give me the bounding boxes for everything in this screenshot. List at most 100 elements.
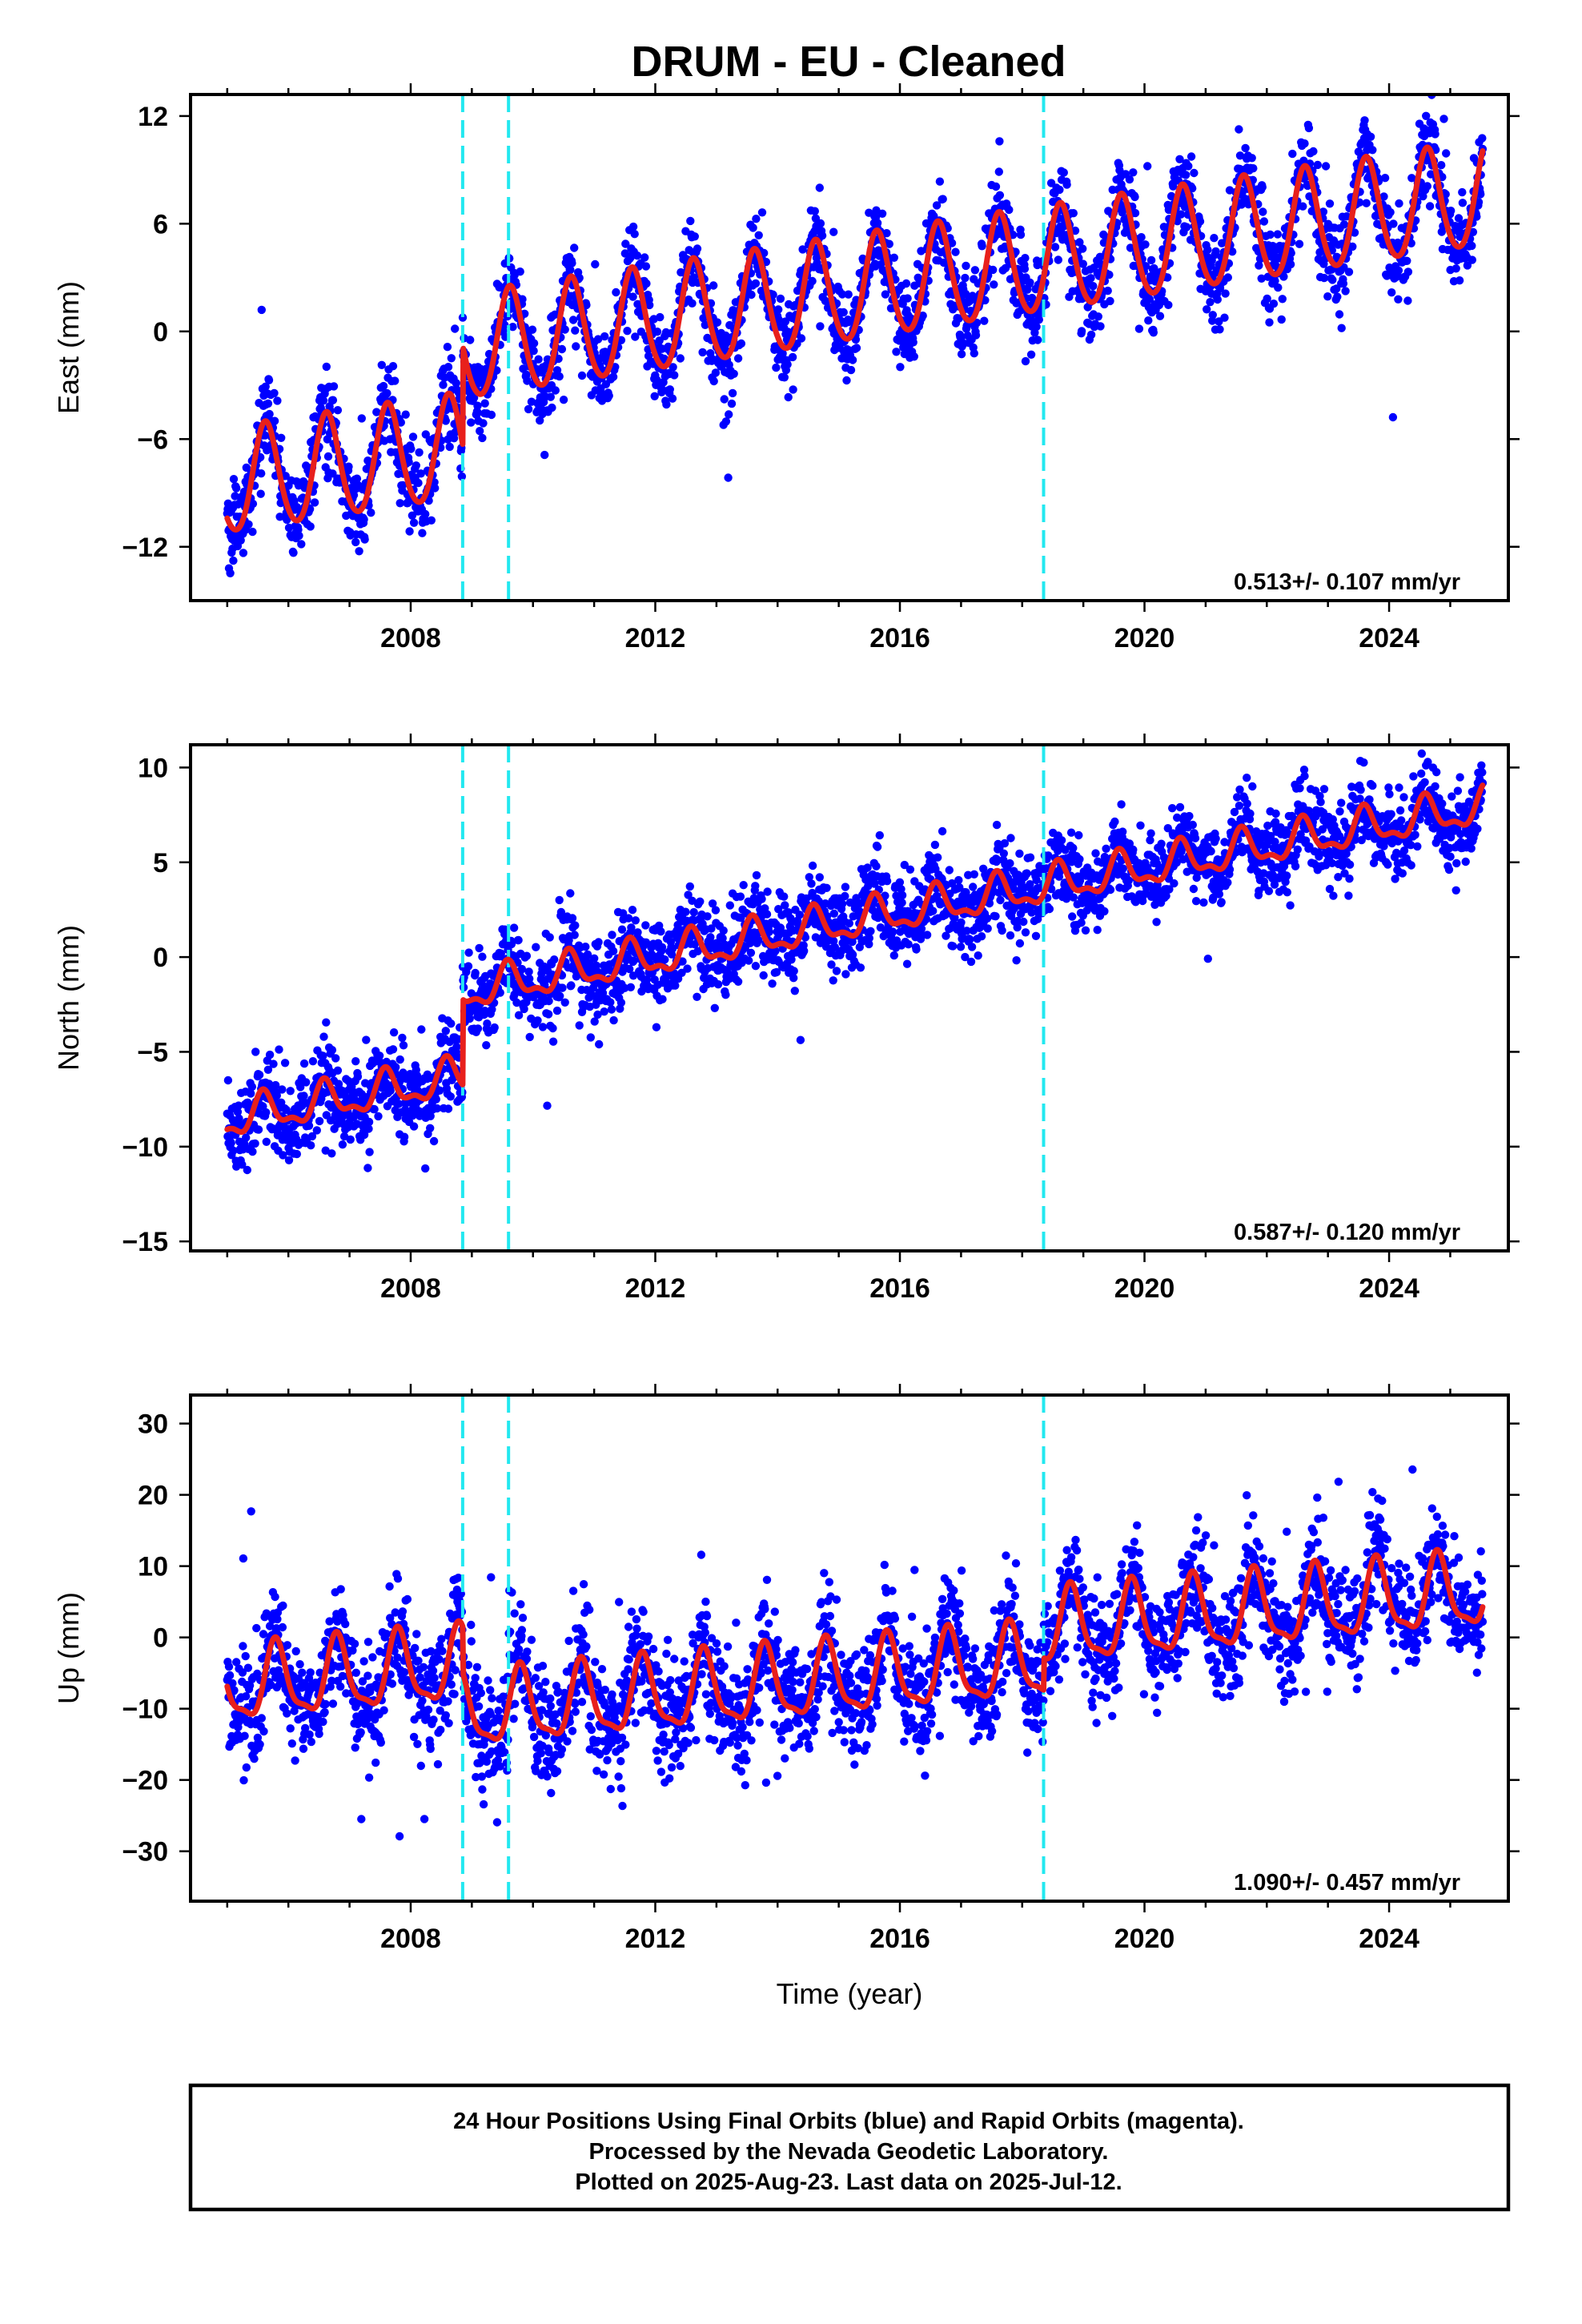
data-point [962,261,970,271]
data-point [416,469,425,478]
data-point [360,535,369,544]
data-point [645,300,654,310]
data-point [528,325,537,334]
data-point [556,991,564,1001]
data-point [229,475,239,484]
data-point [945,866,954,875]
data-point [877,209,887,218]
data-point [737,339,746,348]
data-point [774,316,783,324]
x-tick-label: 2016 [869,623,930,653]
data-point [768,979,777,988]
data-point [363,1164,372,1172]
data-point [1106,296,1114,306]
data-point [1266,230,1275,239]
data-point [1031,931,1041,941]
data-point [612,287,620,297]
data-point [1021,254,1030,263]
data-point [881,290,890,299]
data-point [616,998,626,1007]
data-point [912,945,921,954]
data-point [292,1149,301,1159]
data-point [882,877,892,886]
data-point [426,1124,435,1133]
data-point [957,350,966,359]
data-point [701,320,709,329]
data-point [608,931,616,939]
data-point [882,229,891,238]
data-point [885,239,894,248]
data-point [745,956,753,965]
data-point [1055,185,1064,195]
data-point [1019,917,1028,927]
data-point [492,366,501,375]
data-point [1016,230,1026,239]
data-point [1089,282,1098,291]
data-point [323,452,333,461]
data-point [1341,287,1350,296]
data-point [322,1018,331,1027]
data-point [641,262,651,271]
data-point [524,404,533,414]
data-point [595,1039,604,1049]
data-point [1380,174,1390,183]
data-point [1182,223,1191,231]
y-tick-label: 6 [153,209,168,239]
data-point [1021,356,1030,366]
data-point [525,1032,534,1042]
data-point [933,718,941,726]
data-point [226,569,235,577]
data-point [232,484,241,493]
data-point [999,849,1009,858]
data-point [522,370,531,379]
data-point [1247,154,1256,163]
data-point [631,916,640,925]
data-point [1274,283,1283,292]
data-point [383,388,391,398]
data-point [533,1016,542,1025]
data-point [412,461,420,470]
data-point [841,970,850,979]
data-point [445,442,454,452]
data-point [977,932,986,941]
data-point [379,381,388,391]
data-point [1309,147,1318,156]
data-point [656,927,665,936]
data-point [938,195,947,203]
data-point [404,457,413,467]
data-point [688,299,697,308]
data-point [1447,207,1456,215]
data-point [652,328,662,336]
data-point [816,322,825,331]
data-point [1208,311,1218,320]
data-point [248,499,258,509]
data-point [652,1023,661,1031]
data-point [254,1125,263,1134]
data-point [571,326,580,335]
data-point [696,897,705,907]
data-point [845,919,854,928]
data-point [500,320,509,329]
data-point [396,418,405,427]
data-point [896,363,905,372]
data-point [242,463,251,472]
data-point [1075,854,1084,864]
data-point [1455,276,1464,285]
data-point [721,417,731,426]
data-point [447,354,456,363]
data-point [398,480,408,490]
data-point [273,396,282,405]
data-point [546,392,555,401]
data-point [582,300,591,310]
data-point [591,259,600,269]
data-point [1273,230,1283,239]
data-point [1078,244,1087,253]
data-point [1277,315,1286,324]
data-point [970,266,980,275]
data-point [967,943,977,951]
data-point [1077,919,1086,927]
data-point [1439,115,1448,123]
data-point [327,1046,337,1055]
data-point [642,279,651,288]
data-point [1069,843,1078,853]
